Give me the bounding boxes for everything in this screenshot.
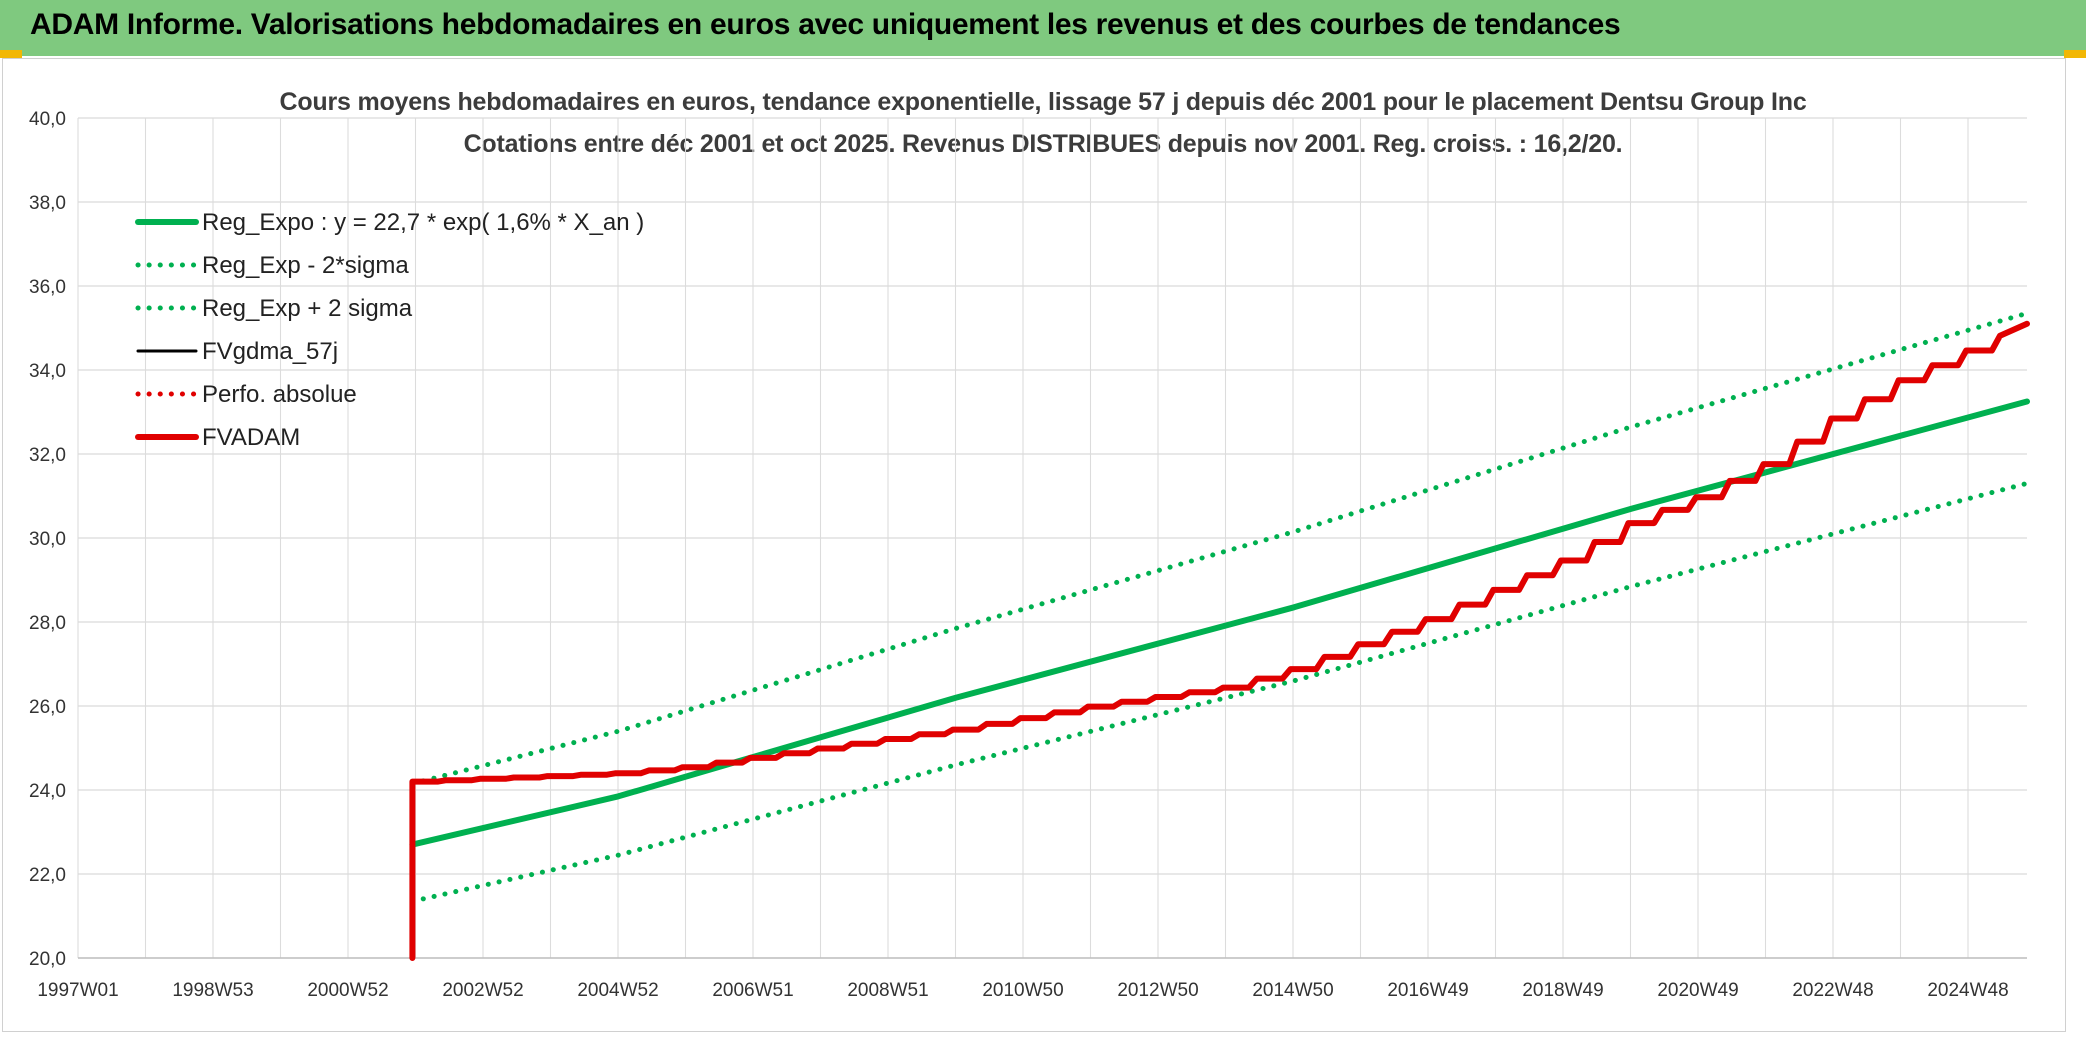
series-line-1	[409, 480, 2030, 904]
legend-label: Reg_Exp - 2*sigma	[202, 252, 409, 279]
x-tick-label: 1998W53	[172, 980, 253, 1001]
y-tick-label: 40,0	[29, 109, 66, 130]
x-tick-label: 2014W50	[1252, 980, 1333, 1001]
x-tick-label: 2004W52	[577, 980, 658, 1001]
y-tick-label: 28,0	[29, 613, 66, 634]
chart-area	[2, 58, 2066, 1032]
series-line-2	[409, 310, 2030, 787]
x-tick-label: 2002W52	[442, 980, 523, 1001]
x-tick-label: 2000W52	[307, 980, 388, 1001]
corner-mark-right	[2064, 50, 2086, 58]
header-band: ADAM Informe. Valorisations hebdomadaire…	[0, 0, 2086, 56]
y-tick-label: 38,0	[29, 193, 66, 214]
series-line-3	[410, 322, 2029, 784]
series-line-0	[409, 398, 2030, 848]
x-tick-label: 2024W48	[1927, 980, 2008, 1001]
x-tick-label: 2006W51	[712, 980, 793, 1001]
x-tick-label: 2010W50	[982, 980, 1063, 1001]
x-tick-label: 2016W49	[1387, 980, 1468, 1001]
y-tick-label: 24,0	[29, 781, 66, 802]
chart-title: Cours moyens hebdomadaires en euros, ten…	[279, 88, 1807, 116]
x-tick-label: 2008W51	[847, 980, 928, 1001]
chart-subtitle: Cotations entre déc 2001 et oct 2025. Re…	[463, 130, 1623, 158]
series-line-5	[409, 320, 2030, 961]
legend-label: Reg_Exp + 2 sigma	[202, 295, 413, 322]
x-tick-label: 2018W49	[1522, 980, 1603, 1001]
legend-label: Perfo. absolue	[202, 381, 357, 408]
series-line-4	[409, 321, 2030, 785]
legend-label: Reg_Expo : y = 22,7 * exp( 1,6% * X_an )	[202, 209, 644, 236]
y-tick-label: 20,0	[29, 949, 66, 970]
y-tick-label: 34,0	[29, 361, 66, 382]
legend-label: FVADAM	[202, 424, 300, 451]
x-tick-label: 2022W48	[1792, 980, 1873, 1001]
x-tick-label: 2012W50	[1117, 980, 1198, 1001]
y-tick-label: 32,0	[29, 445, 66, 466]
legend-label: FVgdma_57j	[202, 338, 338, 365]
y-tick-label: 22,0	[29, 865, 66, 886]
y-tick-label: 30,0	[29, 529, 66, 550]
x-tick-label: 2020W49	[1657, 980, 1738, 1001]
page-title: ADAM Informe. Valorisations hebdomadaire…	[30, 8, 1621, 41]
corner-mark-left	[0, 50, 22, 58]
x-tick-label: 1997W01	[37, 980, 118, 1001]
y-tick-label: 36,0	[29, 277, 66, 298]
y-tick-label: 26,0	[29, 697, 66, 718]
